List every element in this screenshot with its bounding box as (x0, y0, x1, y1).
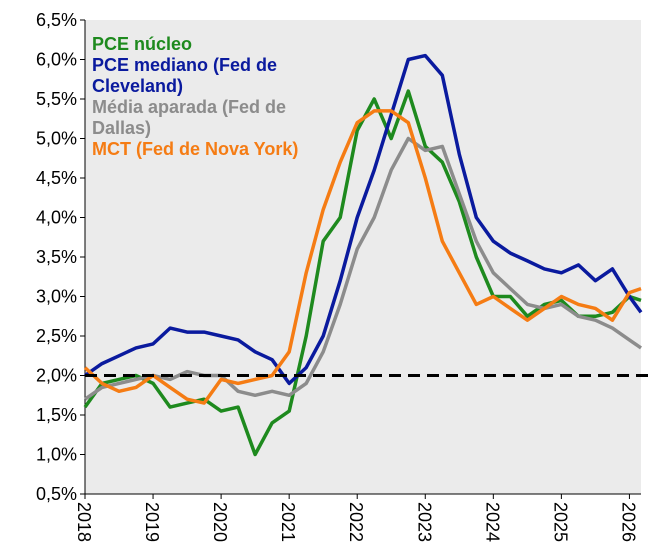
series-line (83, 53, 643, 386)
y-tick-label: 4,0% (36, 208, 77, 228)
y-tick-label: 6,0% (36, 50, 77, 70)
x-tick-label: 2023 (414, 502, 434, 542)
y-tick-label: 2,5% (36, 326, 77, 346)
series-line (83, 109, 642, 405)
x-tick-label: 2026 (618, 502, 638, 542)
x-tick-label: 2019 (142, 502, 162, 542)
y-tick-label: 6,5% (36, 10, 77, 30)
y-tick-label: 4,5% (36, 168, 77, 188)
plot-area (85, 20, 641, 494)
legend: PCE núcleo PCE mediano (Fed de Cleveland)… (92, 34, 312, 160)
x-tick-label: 2021 (278, 502, 298, 542)
y-tick-label: 1,5% (36, 405, 77, 425)
y-tick-label: 5,0% (36, 129, 77, 149)
x-tick-label: 2018 (74, 502, 94, 542)
x-tick-label: 2024 (482, 502, 502, 542)
legend-entry: PCE núcleo (92, 34, 193, 54)
legend-entry: Média aparada (Fed de Dallas) (92, 97, 287, 138)
x-tick-label: 2025 (550, 502, 570, 542)
x-tick-label: 2022 (346, 502, 366, 542)
y-tick-label: 1,0% (36, 445, 77, 465)
y-tick-label: 2,0% (36, 366, 77, 386)
series-line (84, 136, 642, 401)
y-tick-label: 0,5% (36, 484, 77, 504)
legend-entry: MCT (Fed de Nova York) (92, 139, 299, 159)
y-tick-label: 5,5% (36, 89, 77, 109)
y-tick-label: 3,0% (36, 287, 77, 307)
y-tick-label: 3,5% (36, 247, 77, 267)
legend-entry: PCE mediano (Fed de Cleveland) (92, 55, 278, 96)
x-tick-label: 2020 (210, 502, 230, 542)
